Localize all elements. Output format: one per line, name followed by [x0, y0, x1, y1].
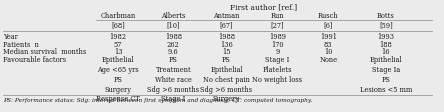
Text: 9.6: 9.6	[168, 47, 178, 55]
Text: Epithelial
Stage Ia
PS
Lesions <5 mm: Epithelial Stage Ia PS Lesions <5 mm	[360, 56, 412, 93]
Text: 1989: 1989	[269, 33, 286, 41]
Text: Antman
[67]: Antman [67]	[213, 12, 240, 29]
Text: 16: 16	[381, 47, 390, 55]
Text: Year: Year	[3, 33, 18, 41]
Text: 15: 15	[222, 47, 231, 55]
Text: 262: 262	[167, 41, 180, 48]
Text: 1982: 1982	[110, 33, 127, 41]
Text: Epithelial
Age <65 yrs
PS
Surgery
Response CT: Epithelial Age <65 yrs PS Surgery Respon…	[96, 56, 140, 102]
Text: Botts
[59]: Botts [59]	[377, 12, 395, 29]
Text: 83: 83	[324, 41, 333, 48]
Text: 170: 170	[271, 41, 284, 48]
Text: 1988: 1988	[218, 33, 235, 41]
Text: Rusch
[6]: Rusch [6]	[318, 12, 338, 29]
Text: Stage I
Platelets
No weight loss: Stage I Platelets No weight loss	[252, 56, 302, 83]
Text: Favourable factors: Favourable factors	[3, 56, 66, 64]
Text: 136: 136	[220, 41, 233, 48]
Text: 57: 57	[114, 41, 122, 48]
Text: 10: 10	[324, 47, 333, 55]
Text: Patients  n: Patients n	[3, 41, 39, 48]
Text: 13: 13	[114, 47, 122, 55]
Text: Alberts
[10]: Alberts [10]	[161, 12, 186, 29]
Text: 9: 9	[275, 47, 279, 55]
Text: PS
Epithelial
No chest pain
Sdg >6 months
Surgery: PS Epithelial No chest pain Sdg >6 month…	[200, 56, 253, 102]
Text: None: None	[319, 56, 337, 64]
Text: 1988: 1988	[165, 33, 182, 41]
Text: 1991: 1991	[320, 33, 337, 41]
Text: First author [ref.]: First author [ref.]	[230, 3, 297, 11]
Text: PS: Performance status; Sdg: interval between first symptom and diagnosis; CT: c: PS: Performance status; Sdg: interval be…	[3, 97, 312, 102]
Text: 188: 188	[379, 41, 392, 48]
Text: Run
[27]: Run [27]	[270, 12, 284, 29]
Text: 1993: 1993	[377, 33, 394, 41]
Text: Charbman
[68]: Charbman [68]	[100, 12, 135, 29]
Text: Median survival  months: Median survival months	[3, 47, 86, 55]
Text: PS
Treatment
White race
Sdg >6 months
Stage I: PS Treatment White race Sdg >6 months St…	[147, 56, 199, 102]
